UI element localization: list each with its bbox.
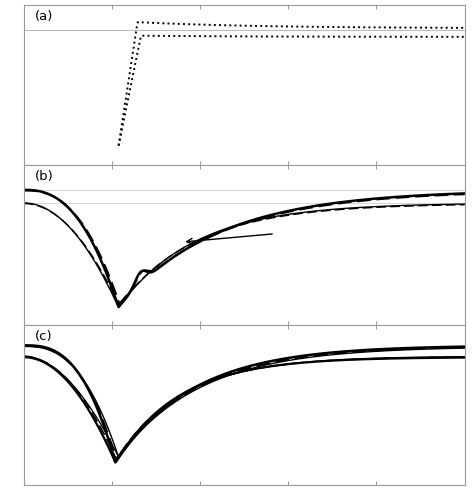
Text: (b): (b) bbox=[35, 170, 54, 183]
Text: (a): (a) bbox=[35, 10, 53, 23]
Text: (c): (c) bbox=[35, 330, 52, 343]
